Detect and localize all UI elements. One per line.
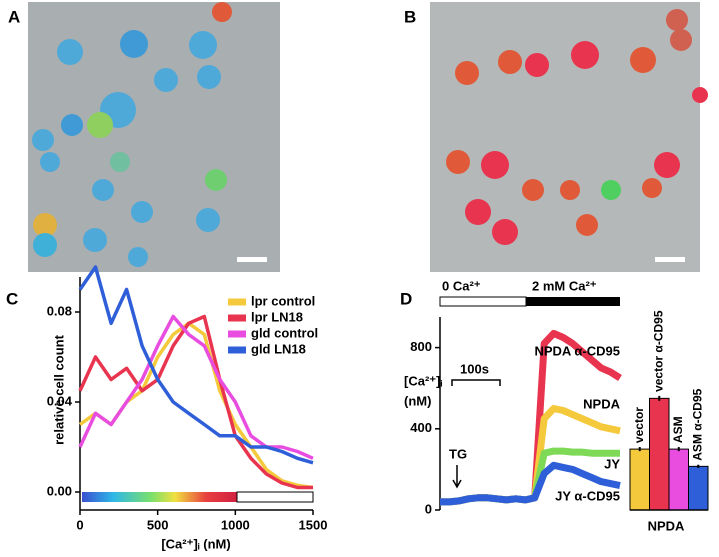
annotation: 2 mM Ca²⁺ (532, 278, 597, 293)
y-tick-label: 400 (410, 420, 432, 435)
y-tick-label: 0.08 (47, 303, 72, 318)
color-scale (236, 491, 314, 503)
y-axis-label: relative cell count (51, 334, 66, 444)
legend-label: gld control (251, 325, 318, 340)
micrograph-a (28, 2, 280, 272)
series-line (78, 314, 313, 490)
bar (688, 465, 709, 511)
bar (629, 448, 650, 511)
y-tick-label: 800 (410, 339, 432, 354)
x-tick-label: 1000 (221, 517, 250, 532)
scale-bracket (451, 379, 501, 386)
x-tick-label: 1500 (299, 517, 328, 532)
annotation: TG (449, 446, 467, 461)
series-label: JY α-CD95 (555, 488, 620, 503)
x-axis-label: [Ca²⁺]ᵢ (nM) (161, 536, 230, 551)
annotation: 0 Ca²⁺ (442, 278, 481, 293)
x-tick-label: 500 (147, 517, 169, 532)
category-label: vector α-CD95 (651, 310, 665, 392)
x-tick-label: 0 (76, 517, 83, 532)
series-line (440, 461, 621, 506)
panel-label: D (400, 289, 412, 308)
legend-label: lpr control (251, 293, 315, 308)
series-label: NPDA α-CD95 (534, 343, 620, 358)
y-tick-label: 0.04 (47, 393, 73, 408)
panel-label: C (6, 289, 18, 308)
legend-label: lpr LN18 (251, 309, 303, 324)
category-label: ASM (671, 416, 685, 443)
y-axis-label: [Ca²⁺]ᵢ (404, 373, 442, 388)
x-axis-label: NPDA (648, 518, 685, 533)
arrow (452, 465, 462, 489)
legend-label: gld LN18 (251, 341, 306, 356)
category-label: ASM α-CD95 (690, 388, 704, 460)
color-scale (82, 492, 237, 502)
bar (668, 448, 689, 511)
category-label: vector (632, 407, 646, 443)
y-tick-label: 0.00 (47, 483, 72, 498)
y-tick-label: 0 (425, 501, 432, 516)
y-axis-label: (nM) (404, 393, 431, 408)
panel-label: A (8, 7, 20, 26)
series-label: JY (604, 456, 620, 471)
annotation: 100s (460, 361, 489, 376)
condition-bar (526, 297, 620, 306)
series-line (78, 314, 314, 460)
bar (649, 397, 670, 511)
panel-label: B (404, 7, 416, 26)
condition-bar (439, 296, 527, 307)
series-line (78, 265, 314, 465)
series-label: NPDA (583, 396, 620, 411)
micrograph-b (430, 2, 708, 272)
